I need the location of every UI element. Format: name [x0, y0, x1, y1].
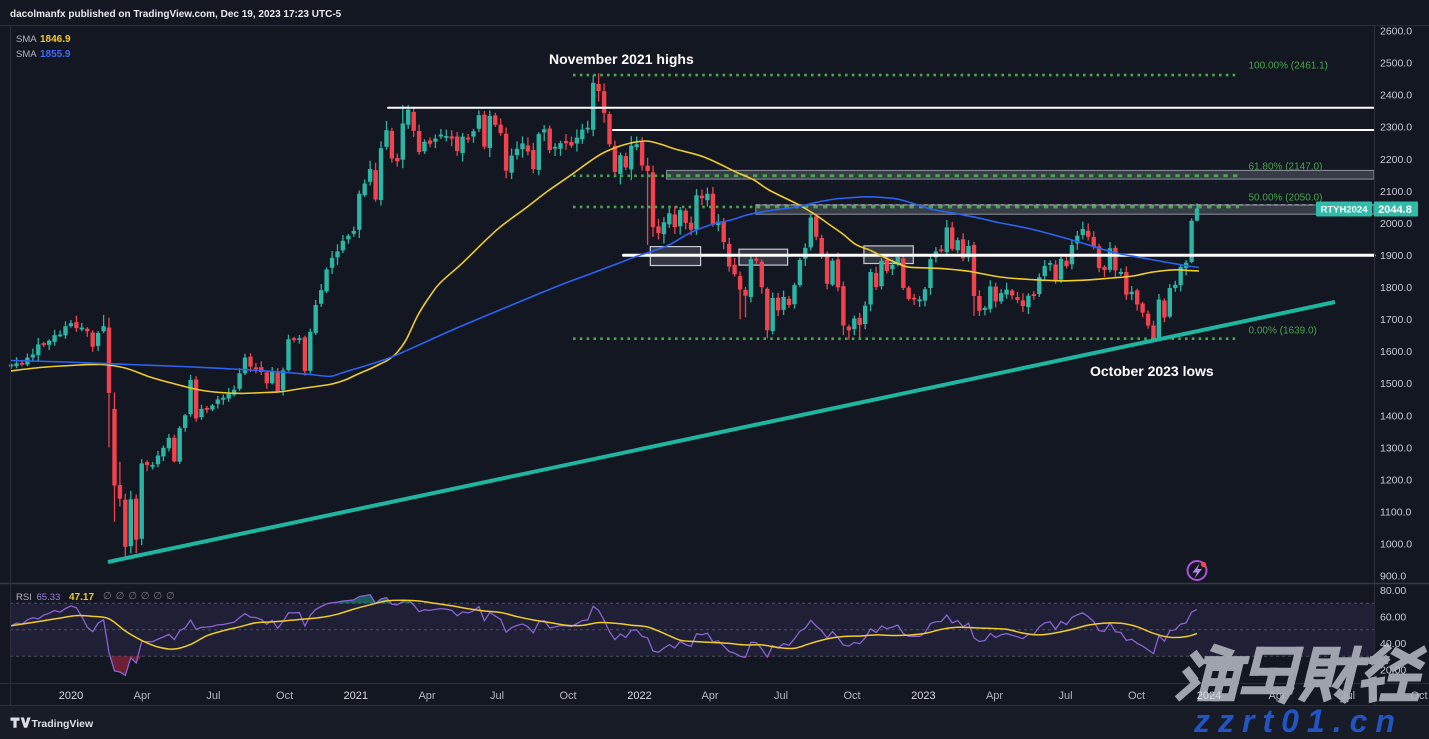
svg-text:Jul: Jul — [1058, 690, 1072, 702]
svg-text:Apr: Apr — [1268, 690, 1285, 702]
svg-text:Oct: Oct — [276, 690, 293, 702]
svg-text:Oct: Oct — [1128, 690, 1145, 702]
svg-text:1300.0: 1300.0 — [1380, 442, 1412, 454]
svg-text:Jul: Jul — [1341, 690, 1355, 702]
svg-text:2022: 2022 — [627, 690, 651, 702]
svg-text:TradingView: TradingView — [32, 718, 94, 730]
svg-text:Jul: Jul — [490, 690, 504, 702]
svg-text:47.17: 47.17 — [69, 592, 94, 603]
svg-text:100.00% (2461.1): 100.00% (2461.1) — [1249, 61, 1329, 72]
svg-text:0.00% (1639.0): 0.00% (1639.0) — [1249, 326, 1317, 337]
svg-text:20.00: 20.00 — [1380, 665, 1406, 677]
svg-text:1200.0: 1200.0 — [1380, 474, 1412, 486]
svg-text:1800.0: 1800.0 — [1380, 282, 1412, 294]
svg-text:40.00: 40.00 — [1380, 638, 1406, 650]
svg-text:2024: 2024 — [1197, 690, 1221, 702]
svg-text:2300.0: 2300.0 — [1380, 122, 1412, 134]
svg-text:∅: ∅ — [153, 591, 162, 602]
svg-text:Oct: Oct — [1410, 690, 1427, 702]
svg-text:2023: 2023 — [911, 690, 935, 702]
svg-text:∅: ∅ — [141, 591, 150, 602]
svg-text:November 2021 highs: November 2021 highs — [549, 51, 694, 67]
svg-text:900.0: 900.0 — [1380, 571, 1406, 583]
svg-text:61.80% (2147.0): 61.80% (2147.0) — [1249, 162, 1323, 173]
svg-text:Apr: Apr — [986, 690, 1003, 702]
svg-text:2000.0: 2000.0 — [1380, 218, 1412, 230]
svg-text:Oct: Oct — [559, 690, 576, 702]
svg-text:Oct: Oct — [843, 690, 860, 702]
svg-text:1855.9: 1855.9 — [40, 49, 71, 60]
svg-text:60.00: 60.00 — [1380, 612, 1406, 624]
svg-text:Apr: Apr — [134, 690, 151, 702]
svg-text:dacolmanfx published on Tradin: dacolmanfx published on TradingView.com,… — [10, 9, 342, 20]
svg-text:RSI: RSI — [16, 592, 32, 603]
svg-text:2020: 2020 — [59, 690, 83, 702]
svg-text:2400.0: 2400.0 — [1380, 90, 1412, 102]
svg-text:80.00: 80.00 — [1380, 585, 1406, 597]
svg-text:1846.9: 1846.9 — [40, 34, 71, 45]
svg-text:1100.0: 1100.0 — [1380, 507, 1411, 519]
svg-text:1900.0: 1900.0 — [1380, 250, 1412, 262]
svg-text:∅: ∅ — [128, 591, 137, 602]
svg-text:2500.0: 2500.0 — [1380, 58, 1412, 70]
svg-text:Apr: Apr — [701, 690, 718, 702]
svg-text:∅: ∅ — [166, 591, 175, 602]
svg-text:1600.0: 1600.0 — [1380, 346, 1412, 358]
svg-text:1000.0: 1000.0 — [1380, 539, 1412, 551]
svg-text:zzrt01.cn: zzrt01.cn — [1193, 703, 1403, 739]
svg-text:∅: ∅ — [103, 591, 112, 602]
svg-text:Jul: Jul — [774, 690, 788, 702]
svg-text:2021: 2021 — [344, 690, 368, 702]
svg-text:1400.0: 1400.0 — [1380, 410, 1412, 422]
svg-text:Jul: Jul — [206, 690, 220, 702]
svg-text:SMA: SMA — [16, 34, 37, 45]
svg-text:65.33: 65.33 — [37, 592, 61, 603]
svg-text:October 2023 lows: October 2023 lows — [1090, 363, 1214, 379]
svg-text:RTYH2024: RTYH2024 — [1321, 205, 1369, 216]
svg-text:2600.0: 2600.0 — [1380, 26, 1412, 38]
svg-text:Apr: Apr — [418, 690, 435, 702]
svg-text:2044.8: 2044.8 — [1378, 204, 1412, 216]
svg-text:SMA: SMA — [16, 49, 37, 60]
svg-text:∅: ∅ — [116, 591, 125, 602]
svg-text:50.00% (2050.0): 50.00% (2050.0) — [1249, 193, 1323, 204]
svg-text:1700.0: 1700.0 — [1380, 314, 1412, 326]
svg-text:2200.0: 2200.0 — [1380, 154, 1412, 166]
svg-text:1500.0: 1500.0 — [1380, 378, 1412, 390]
svg-text:2100.0: 2100.0 — [1380, 186, 1412, 198]
